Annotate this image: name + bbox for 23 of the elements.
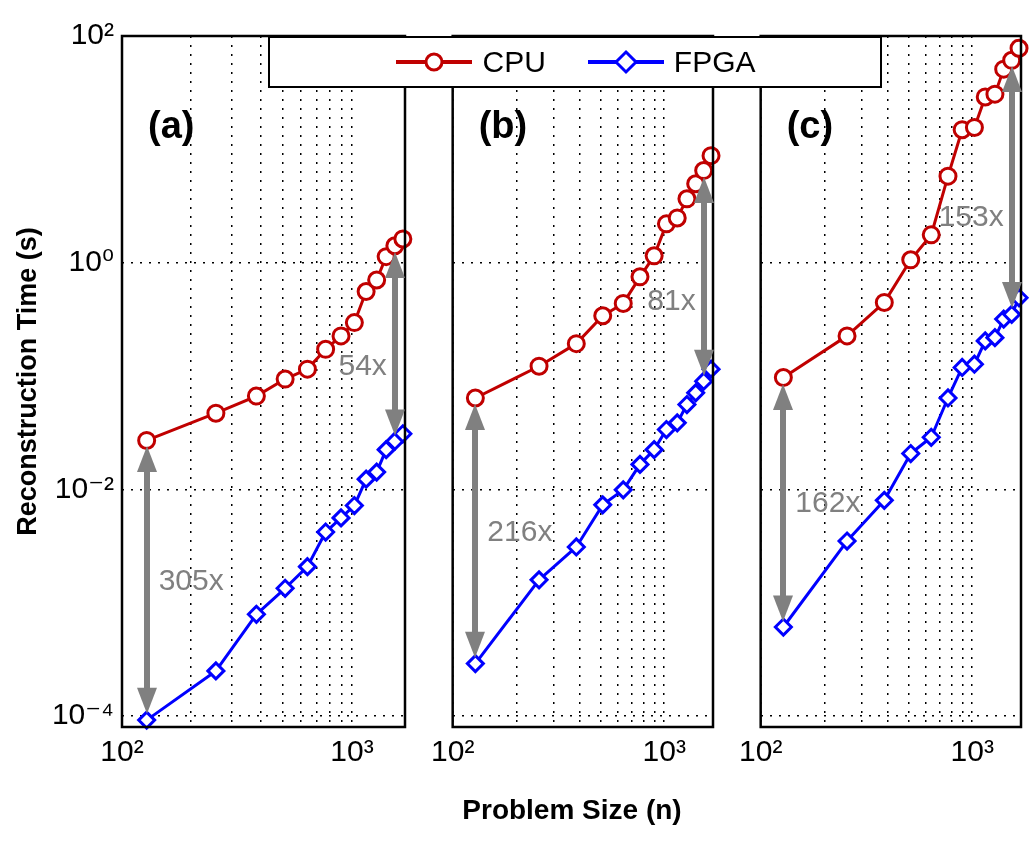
y-tick-label: 10⁻⁴: [51, 697, 114, 731]
text: (c): [786, 104, 834, 147]
text: (a): [148, 104, 195, 147]
annotation: 305x: [158, 562, 224, 599]
x-tick-label: 10³: [950, 734, 994, 768]
x-tick-label: 10²: [739, 734, 783, 768]
annotation: 54x: [338, 347, 387, 384]
y-axis-title: Reconstruction Time (s): [11, 227, 42, 536]
y-tick-label: 10⁰: [68, 243, 114, 277]
x-axis-title: Problem Size (n): [461, 794, 683, 826]
y-tick-label: 10²: [70, 17, 115, 51]
x-tick-label: 10²: [431, 734, 475, 768]
text: (b): [478, 104, 528, 147]
annotation: 153x: [938, 198, 1004, 235]
x-tick-label: 10³: [642, 734, 686, 768]
annotation: 216x: [487, 512, 553, 549]
annotation: 81x: [647, 281, 696, 318]
legend-label: CPU: [482, 45, 546, 79]
legend-label: FPGA: [673, 45, 756, 79]
annotation: 162x: [795, 484, 861, 521]
x-tick-label: 10²: [100, 734, 144, 768]
x-tick-label: 10³: [330, 734, 374, 768]
y-tick-label: 10⁻²: [54, 470, 114, 504]
